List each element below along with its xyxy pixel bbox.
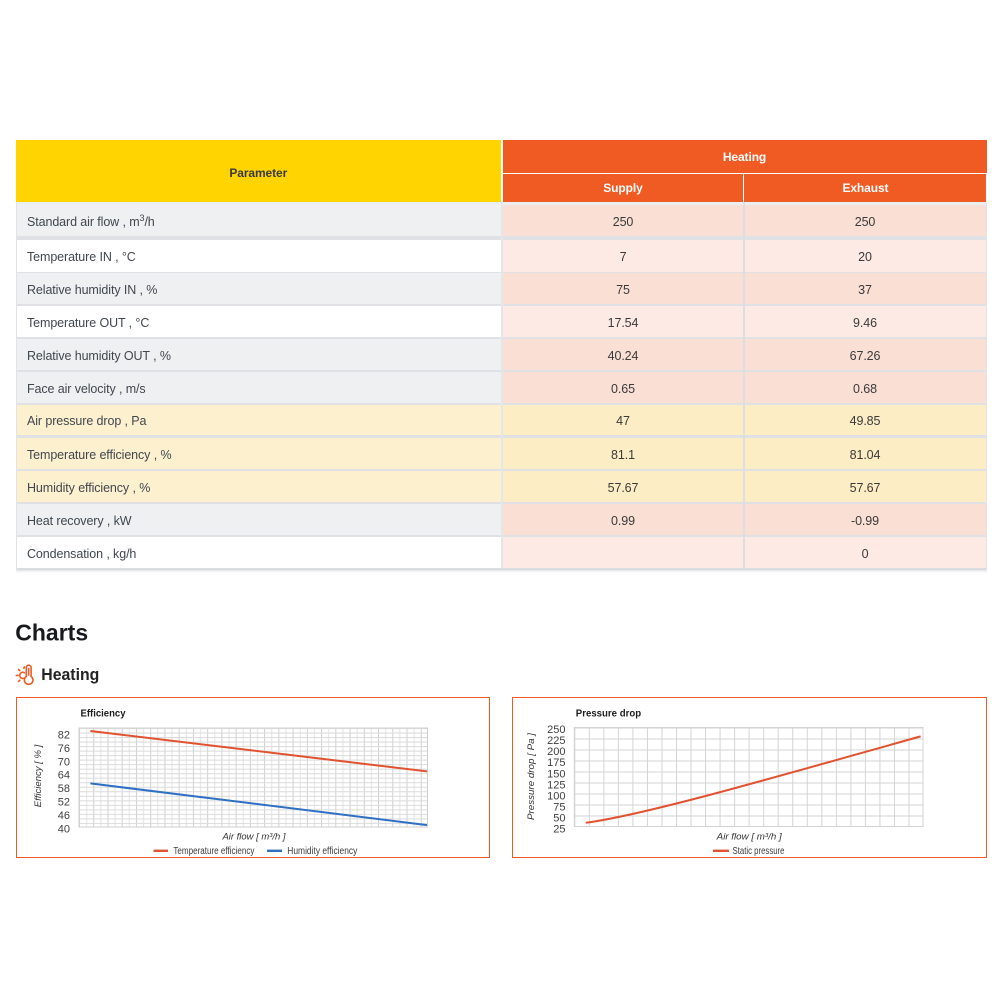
svg-text:76: 76: [58, 743, 70, 755]
svg-text:Efficiency: Efficiency: [81, 708, 126, 720]
svg-text:200: 200: [547, 746, 565, 758]
svg-text:Temperature efficiency: Temperature efficiency: [173, 846, 254, 857]
svg-text:75: 75: [553, 801, 565, 813]
svg-text:100: 100: [547, 790, 565, 802]
svg-text:52: 52: [58, 796, 70, 808]
svg-text:25: 25: [553, 824, 565, 836]
svg-text:40: 40: [58, 823, 70, 835]
svg-text:Humidity efficiency: Humidity efficiency: [287, 846, 357, 857]
svg-text:Static pressure: Static pressure: [733, 846, 785, 857]
svg-text:Air flow [ m³/h ]: Air flow [ m³/h ]: [222, 832, 286, 843]
svg-text:Pressure drop [ Pa ]: Pressure drop [ Pa ]: [526, 733, 537, 820]
svg-text:250: 250: [547, 724, 565, 736]
svg-text:Pressure drop: Pressure drop: [576, 708, 641, 720]
svg-text:46: 46: [58, 810, 70, 822]
svg-text:Heating: Heating: [41, 665, 99, 684]
svg-text:82: 82: [58, 729, 70, 741]
svg-text:Efficiency [ % ]: Efficiency [ % ]: [33, 744, 44, 807]
svg-text:Air flow [ m³/h ]: Air flow [ m³/h ]: [716, 832, 782, 843]
svg-text:175: 175: [547, 757, 565, 769]
svg-text:58: 58: [58, 783, 70, 795]
svg-text:70: 70: [58, 756, 70, 768]
svg-text:50: 50: [553, 812, 565, 824]
svg-text:64: 64: [58, 770, 70, 782]
svg-text:Charts: Charts: [15, 619, 88, 645]
svg-text:225: 225: [547, 735, 565, 747]
svg-text:125: 125: [547, 779, 565, 791]
svg-text:150: 150: [547, 768, 565, 780]
